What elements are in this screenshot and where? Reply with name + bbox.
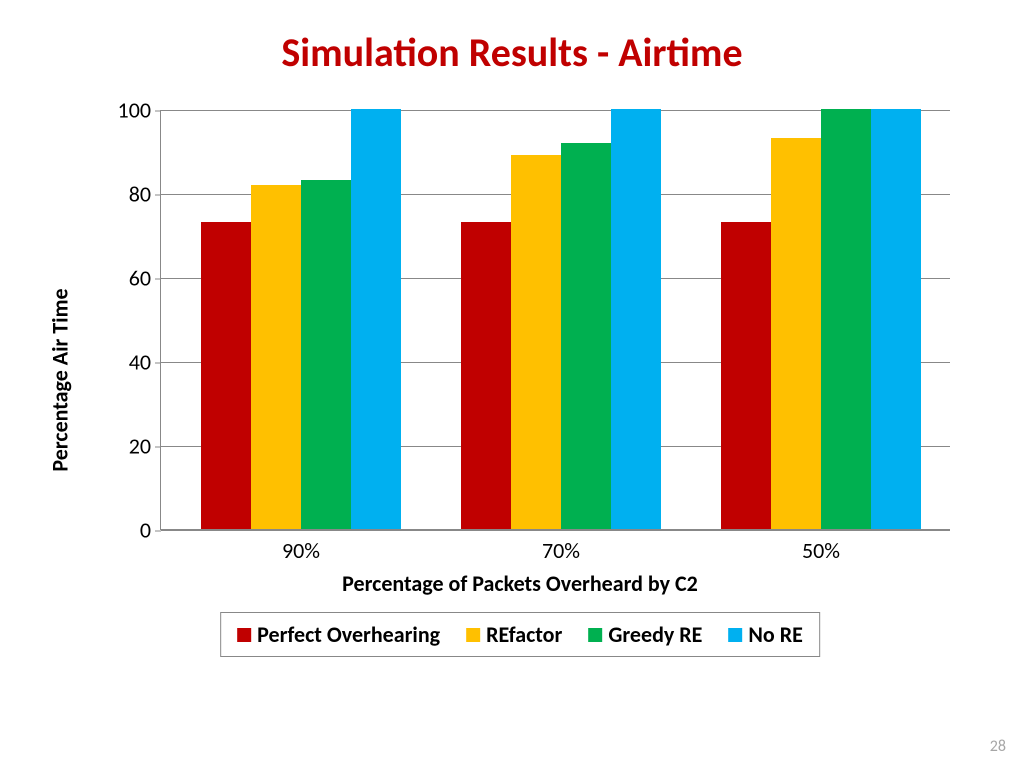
legend-label: REfactor (486, 621, 562, 648)
x-axis-label: Percentage of Packets Overheard by C2 (342, 570, 698, 597)
y-tick: 40 (129, 349, 161, 376)
bar (511, 155, 561, 529)
legend-swatch (237, 628, 251, 642)
bar (561, 143, 611, 529)
y-tick: 20 (129, 433, 161, 460)
x-tick: 90% (282, 529, 320, 564)
legend-item: Greedy RE (588, 621, 702, 648)
bar (351, 109, 401, 529)
y-tick: 80 (129, 181, 161, 208)
bar-group (201, 110, 401, 529)
bar (201, 222, 251, 529)
bar (771, 138, 821, 529)
legend-swatch (728, 628, 742, 642)
bar (611, 109, 661, 529)
y-axis-label: Percentage Air Time (47, 288, 74, 471)
bar-group (461, 110, 661, 529)
bar (301, 180, 351, 529)
page-number: 28 (990, 737, 1006, 756)
x-tick: 50% (802, 529, 840, 564)
bar (871, 109, 921, 529)
bar-group (721, 110, 921, 529)
x-tick: 70% (542, 529, 580, 564)
bar (821, 109, 871, 529)
bar (251, 185, 301, 529)
y-tick: 0 (140, 517, 161, 544)
airtime-chart: Percentage Air Time 02040608010090%70%50… (80, 100, 960, 660)
legend: Perfect Overhearing REfactor Greedy RE No R… (220, 612, 820, 657)
y-tick: 60 (129, 265, 161, 292)
y-tick: 100 (118, 97, 161, 124)
plot-area: 02040608010090%70%50% (160, 110, 950, 530)
legend-swatch (588, 628, 602, 642)
slide-title: Simulation Results - Airtime (0, 0, 1024, 87)
bar (721, 222, 771, 529)
bar (461, 222, 511, 529)
legend-item: Perfect Overhearing (237, 621, 440, 648)
legend-label: Greedy RE (608, 621, 702, 648)
legend-swatch (466, 628, 480, 642)
legend-item: No RE (728, 621, 802, 648)
legend-item: REfactor (466, 621, 562, 648)
legend-label: No RE (748, 621, 802, 648)
legend-label: Perfect Overhearing (257, 621, 440, 648)
